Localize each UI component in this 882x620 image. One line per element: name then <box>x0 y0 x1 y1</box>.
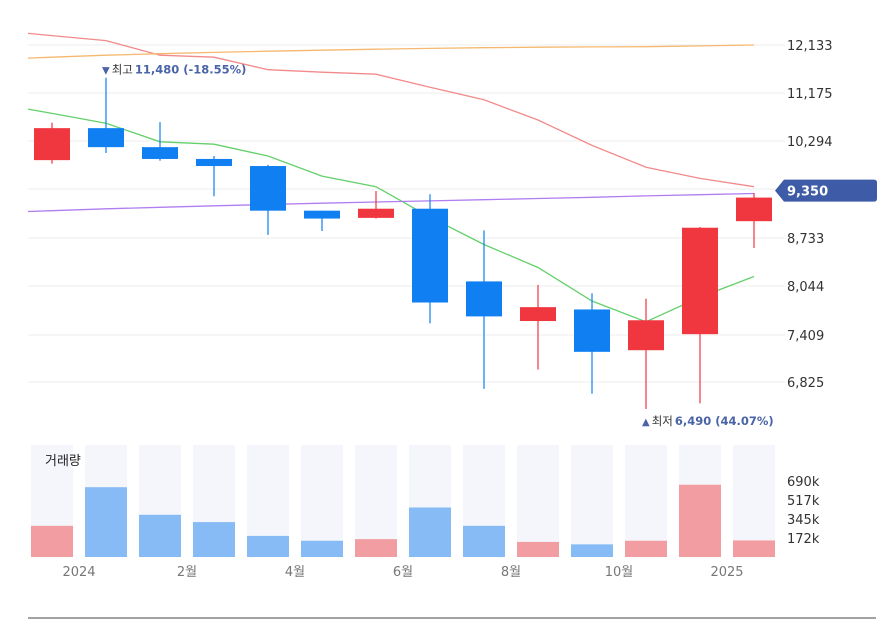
volume-bar <box>517 541 559 557</box>
volume-column-bg <box>301 445 343 557</box>
candle-body <box>520 307 556 322</box>
annotation-label: 최저 <box>652 414 673 428</box>
price-tick-label: 10,294 <box>787 135 833 150</box>
candle-body <box>196 158 232 167</box>
time-axis-label: 2024 <box>62 565 95 580</box>
candle-body <box>142 147 178 159</box>
volume-bar <box>463 525 505 557</box>
volume-bar <box>139 514 181 557</box>
volume-bar <box>85 487 127 557</box>
volume-tick-label: 690k <box>787 475 820 490</box>
volume-bar <box>247 535 289 557</box>
candle-body <box>304 210 340 219</box>
candlesticks <box>34 77 772 409</box>
volume-column-bg <box>355 445 397 557</box>
time-axis-label: 2025 <box>710 565 743 580</box>
candle-body <box>412 208 448 303</box>
extreme-annotations: ▼ 최고 11,480 (-18.55%) ▲ 최저 6,490 (44.07%) <box>102 63 774 428</box>
candle-body <box>250 166 286 211</box>
price-tick-label: 6,825 <box>787 376 824 391</box>
volume-bars <box>31 445 775 557</box>
volume-bar <box>301 540 343 557</box>
volume-column-bg <box>517 445 559 557</box>
volume-bar <box>571 544 613 557</box>
candle-body <box>682 227 718 335</box>
annotation-label: 최고 <box>112 63 133 77</box>
volume-column-bg <box>733 445 775 557</box>
extreme-annotation: ▲ 최저 6,490 (44.07%) <box>642 414 774 428</box>
annotation-marker: ▼ <box>102 66 110 77</box>
candle-body <box>628 320 664 351</box>
current-price-label: 9,350 <box>787 185 828 200</box>
annotation-value: 6,490 (44.07%) <box>675 414 774 428</box>
volume-title: 거래량 <box>45 454 81 469</box>
price-tick-label: 8,733 <box>787 232 824 247</box>
volume-bar <box>31 525 73 557</box>
ma120-line <box>27 44 755 59</box>
time-axis-label: 4월 <box>285 565 305 580</box>
price-axis: 12,13311,17510,2949,4818,7338,0447,4096,… <box>787 39 833 391</box>
volume-tick-label: 345k <box>787 513 820 528</box>
volume-bar <box>733 540 775 557</box>
annotation-marker: ▲ <box>642 417 650 428</box>
price-tick-label: 7,409 <box>787 329 824 344</box>
volume-tick-label: 517k <box>787 494 820 509</box>
volume-column-bg <box>625 445 667 557</box>
volume-bar <box>679 484 721 557</box>
volume-bar <box>355 539 397 557</box>
volume-column-bg <box>571 445 613 557</box>
volume-tick-label: 172k <box>787 532 820 547</box>
time-axis-label: 10월 <box>605 565 634 580</box>
volume-axis: 690k 517k 345k 172k <box>787 475 820 547</box>
time-axis: 2024 2월 4월 6월 8월 10월 2025 <box>62 565 743 580</box>
time-axis-label: 6월 <box>393 565 413 580</box>
volume-bar <box>625 540 667 557</box>
current-price-marker: 9,350 <box>775 179 877 202</box>
current-price-badge <box>775 179 877 202</box>
price-gridlines <box>28 44 785 383</box>
candle-body <box>358 208 394 218</box>
ma20-line <box>27 32 755 188</box>
time-axis-label: 8월 <box>501 565 521 580</box>
extreme-annotation: ▼ 최고 11,480 (-18.55%) <box>102 63 246 77</box>
annotation-value: 11,480 (-18.55%) <box>135 63 247 77</box>
price-tick-label: 8,044 <box>787 280 824 295</box>
price-tick-label: 12,133 <box>787 39 833 54</box>
candle-body <box>34 128 70 161</box>
candle-body <box>574 309 610 352</box>
price-tick-label: 11,175 <box>787 87 833 102</box>
candle-body <box>466 281 502 317</box>
volume-bar <box>193 522 235 557</box>
candle-body <box>736 197 772 222</box>
volume-bar <box>409 507 451 557</box>
time-axis-label: 2월 <box>177 565 197 580</box>
candle-body <box>88 128 124 148</box>
